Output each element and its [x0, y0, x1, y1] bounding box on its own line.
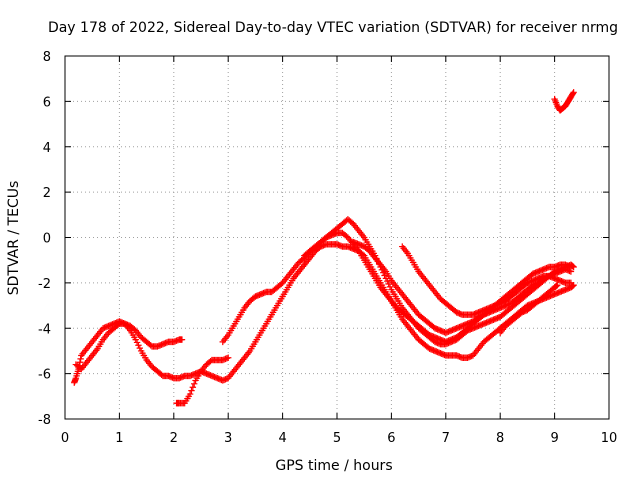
data-series	[71, 89, 577, 407]
data-point	[178, 336, 186, 343]
data-point	[567, 279, 575, 287]
y-tick-label: 4	[43, 141, 51, 156]
x-tick-label: 9	[550, 431, 558, 446]
data-point	[76, 359, 84, 366]
y-tick-label: -8	[38, 413, 51, 428]
y-axis-label: SDTVAR / TECUs	[6, 181, 22, 296]
x-tick-label: 0	[61, 431, 69, 446]
x-tick-labels: 0 1 2 3 4 5 6 7 8 9 10	[61, 431, 617, 446]
data-point	[189, 384, 197, 391]
x-tick-label: 2	[170, 431, 178, 446]
x-tick-label: 8	[496, 431, 504, 446]
data-point	[191, 380, 198, 388]
series-arc-8	[497, 281, 561, 336]
data-point	[186, 390, 194, 398]
y-tick-label: -2	[38, 277, 51, 292]
y-tick-label: 0	[43, 232, 51, 247]
data-point	[386, 283, 394, 291]
data-point	[570, 89, 577, 96]
data-point	[569, 90, 577, 97]
x-tick-label: 5	[333, 431, 341, 446]
x-tick-label: 7	[442, 431, 450, 446]
x-tick-label: 6	[387, 431, 395, 446]
data-point	[133, 339, 141, 346]
series-arc-7	[399, 243, 575, 318]
x-tick-label: 3	[224, 431, 232, 446]
data-point	[225, 354, 232, 361]
y-tick-label: 2	[43, 186, 51, 201]
series-arc-9	[551, 89, 577, 114]
data-point	[77, 355, 84, 363]
chart-title: Day 178 of 2022, Sidereal Day-to-day VTE…	[48, 20, 618, 36]
data-point	[188, 387, 195, 394]
y-tick-label: 6	[43, 95, 51, 110]
data-point	[136, 344, 143, 352]
x-tick-label: 10	[601, 431, 618, 446]
series-arc-2	[72, 320, 186, 373]
series-arc-3	[173, 354, 232, 407]
y-tick-label: -6	[38, 368, 51, 383]
x-tick-label: 4	[278, 431, 286, 446]
data-point	[554, 281, 561, 289]
y-tick-label: -4	[38, 322, 51, 337]
grid	[65, 56, 609, 419]
data-point	[135, 342, 142, 349]
data-point	[567, 268, 575, 275]
axis-ticks	[64, 55, 610, 420]
y-tick-label: 8	[43, 50, 51, 65]
x-tick-label: 1	[115, 431, 123, 446]
y-tick-labels: -8 -6 -4 -2 0 2 4 6 8	[38, 50, 51, 428]
data-point	[385, 280, 392, 288]
data-point	[132, 336, 139, 343]
x-axis-label: GPS time / hours	[275, 458, 392, 474]
